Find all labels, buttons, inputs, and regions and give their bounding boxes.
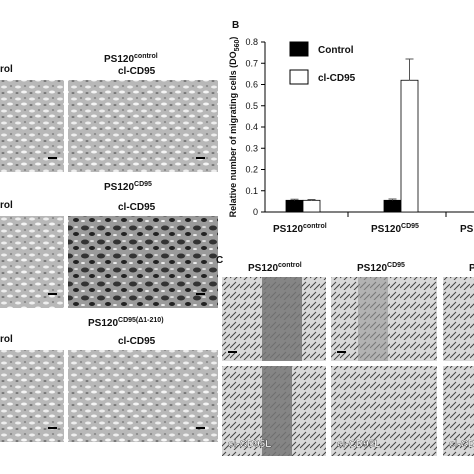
title-sup: CD95: [134, 181, 152, 188]
wound-gap: [358, 277, 388, 361]
title-text: PS1: [469, 263, 474, 274]
panel-title: PS120CD95: [104, 181, 152, 193]
error-bar: [290, 198, 299, 201]
y-tick-label: 0.2: [245, 165, 258, 175]
bar: [400, 79, 419, 213]
y-tick-label: 0.4: [245, 122, 258, 132]
y-tick-label: 0.6: [245, 80, 258, 90]
legend-swatch: [289, 69, 309, 85]
panel-title: PS120CD95(Δ1-210): [88, 317, 164, 329]
y-label-end: ): [228, 37, 238, 40]
y-tick-label: 0.7: [245, 58, 258, 68]
error-bar: [307, 198, 316, 201]
panel-title: PS120CD95: [357, 262, 405, 274]
panel-title: PS1: [460, 224, 474, 235]
title-sup: control: [303, 223, 327, 230]
row-left-label: rol: [0, 200, 13, 211]
y-tick-label: 0.3: [245, 143, 258, 153]
title-sup: CD95: [387, 262, 405, 269]
y-tick-label: 0.1: [245, 186, 258, 196]
y-axis-label: Relative number of migrating cells (DO56…: [228, 37, 241, 218]
bar: [302, 199, 321, 213]
title-sup: control: [134, 53, 158, 60]
error-bar: [405, 58, 414, 81]
row-right-label: cl-CD95: [118, 202, 156, 213]
bottom-label: cl-CD95L: [337, 439, 380, 450]
bar: [285, 199, 304, 213]
title-sup: CD95: [401, 223, 419, 230]
y-tick-label: 0.8: [245, 37, 258, 47]
title-text: PS120: [357, 263, 387, 274]
micrograph: [443, 366, 474, 456]
panel-title: PS120CD95: [371, 223, 419, 235]
panel-label: B: [232, 20, 239, 31]
panel-title: PS120control: [273, 223, 327, 235]
title-text: PS120: [371, 224, 401, 235]
micrograph: [68, 216, 218, 308]
micrograph: [0, 80, 64, 172]
title-sup: CD95(Δ1-210): [118, 317, 164, 324]
y-tick-label: 0: [253, 207, 258, 217]
wound-gap: [262, 366, 292, 456]
y-label-text: Relative number of migrating cells (DO: [228, 51, 238, 217]
micrograph: [0, 350, 64, 442]
y-label-sub: 560: [234, 40, 241, 52]
row-right-label: cl-CD95: [118, 66, 156, 77]
y-tick-label: 0.5: [245, 101, 258, 111]
micrograph: [443, 277, 474, 361]
title-text: PS120: [88, 318, 118, 329]
legend-label: Control: [318, 45, 354, 56]
legend-swatch: [289, 41, 309, 57]
panel-title: PS1: [469, 263, 474, 274]
title-text: PS1: [460, 224, 474, 235]
title-text: PS120: [104, 54, 134, 65]
panel-title: PS120control: [104, 53, 158, 65]
panel-title: PS120control: [248, 262, 302, 274]
error-bar: [388, 198, 397, 201]
wound-gap: [262, 277, 302, 361]
micrograph: [68, 350, 218, 442]
bottom-label: cl-CD: [449, 439, 474, 450]
bar: [383, 199, 402, 213]
row-left-label: rol: [0, 64, 13, 75]
row-right-label: cl-CD95: [118, 336, 156, 347]
panel-label: C: [216, 255, 223, 266]
micrograph: [0, 216, 64, 308]
micrograph: [331, 366, 437, 456]
title-sup: control: [278, 262, 302, 269]
legend-label: cl-CD95: [318, 73, 356, 84]
micrograph: [68, 80, 218, 172]
title-text: PS120: [273, 224, 303, 235]
title-text: PS120: [248, 263, 278, 274]
row-left-label: rol: [0, 334, 13, 345]
bottom-label: cl-CD95L: [228, 439, 271, 450]
title-text: PS120: [104, 182, 134, 193]
